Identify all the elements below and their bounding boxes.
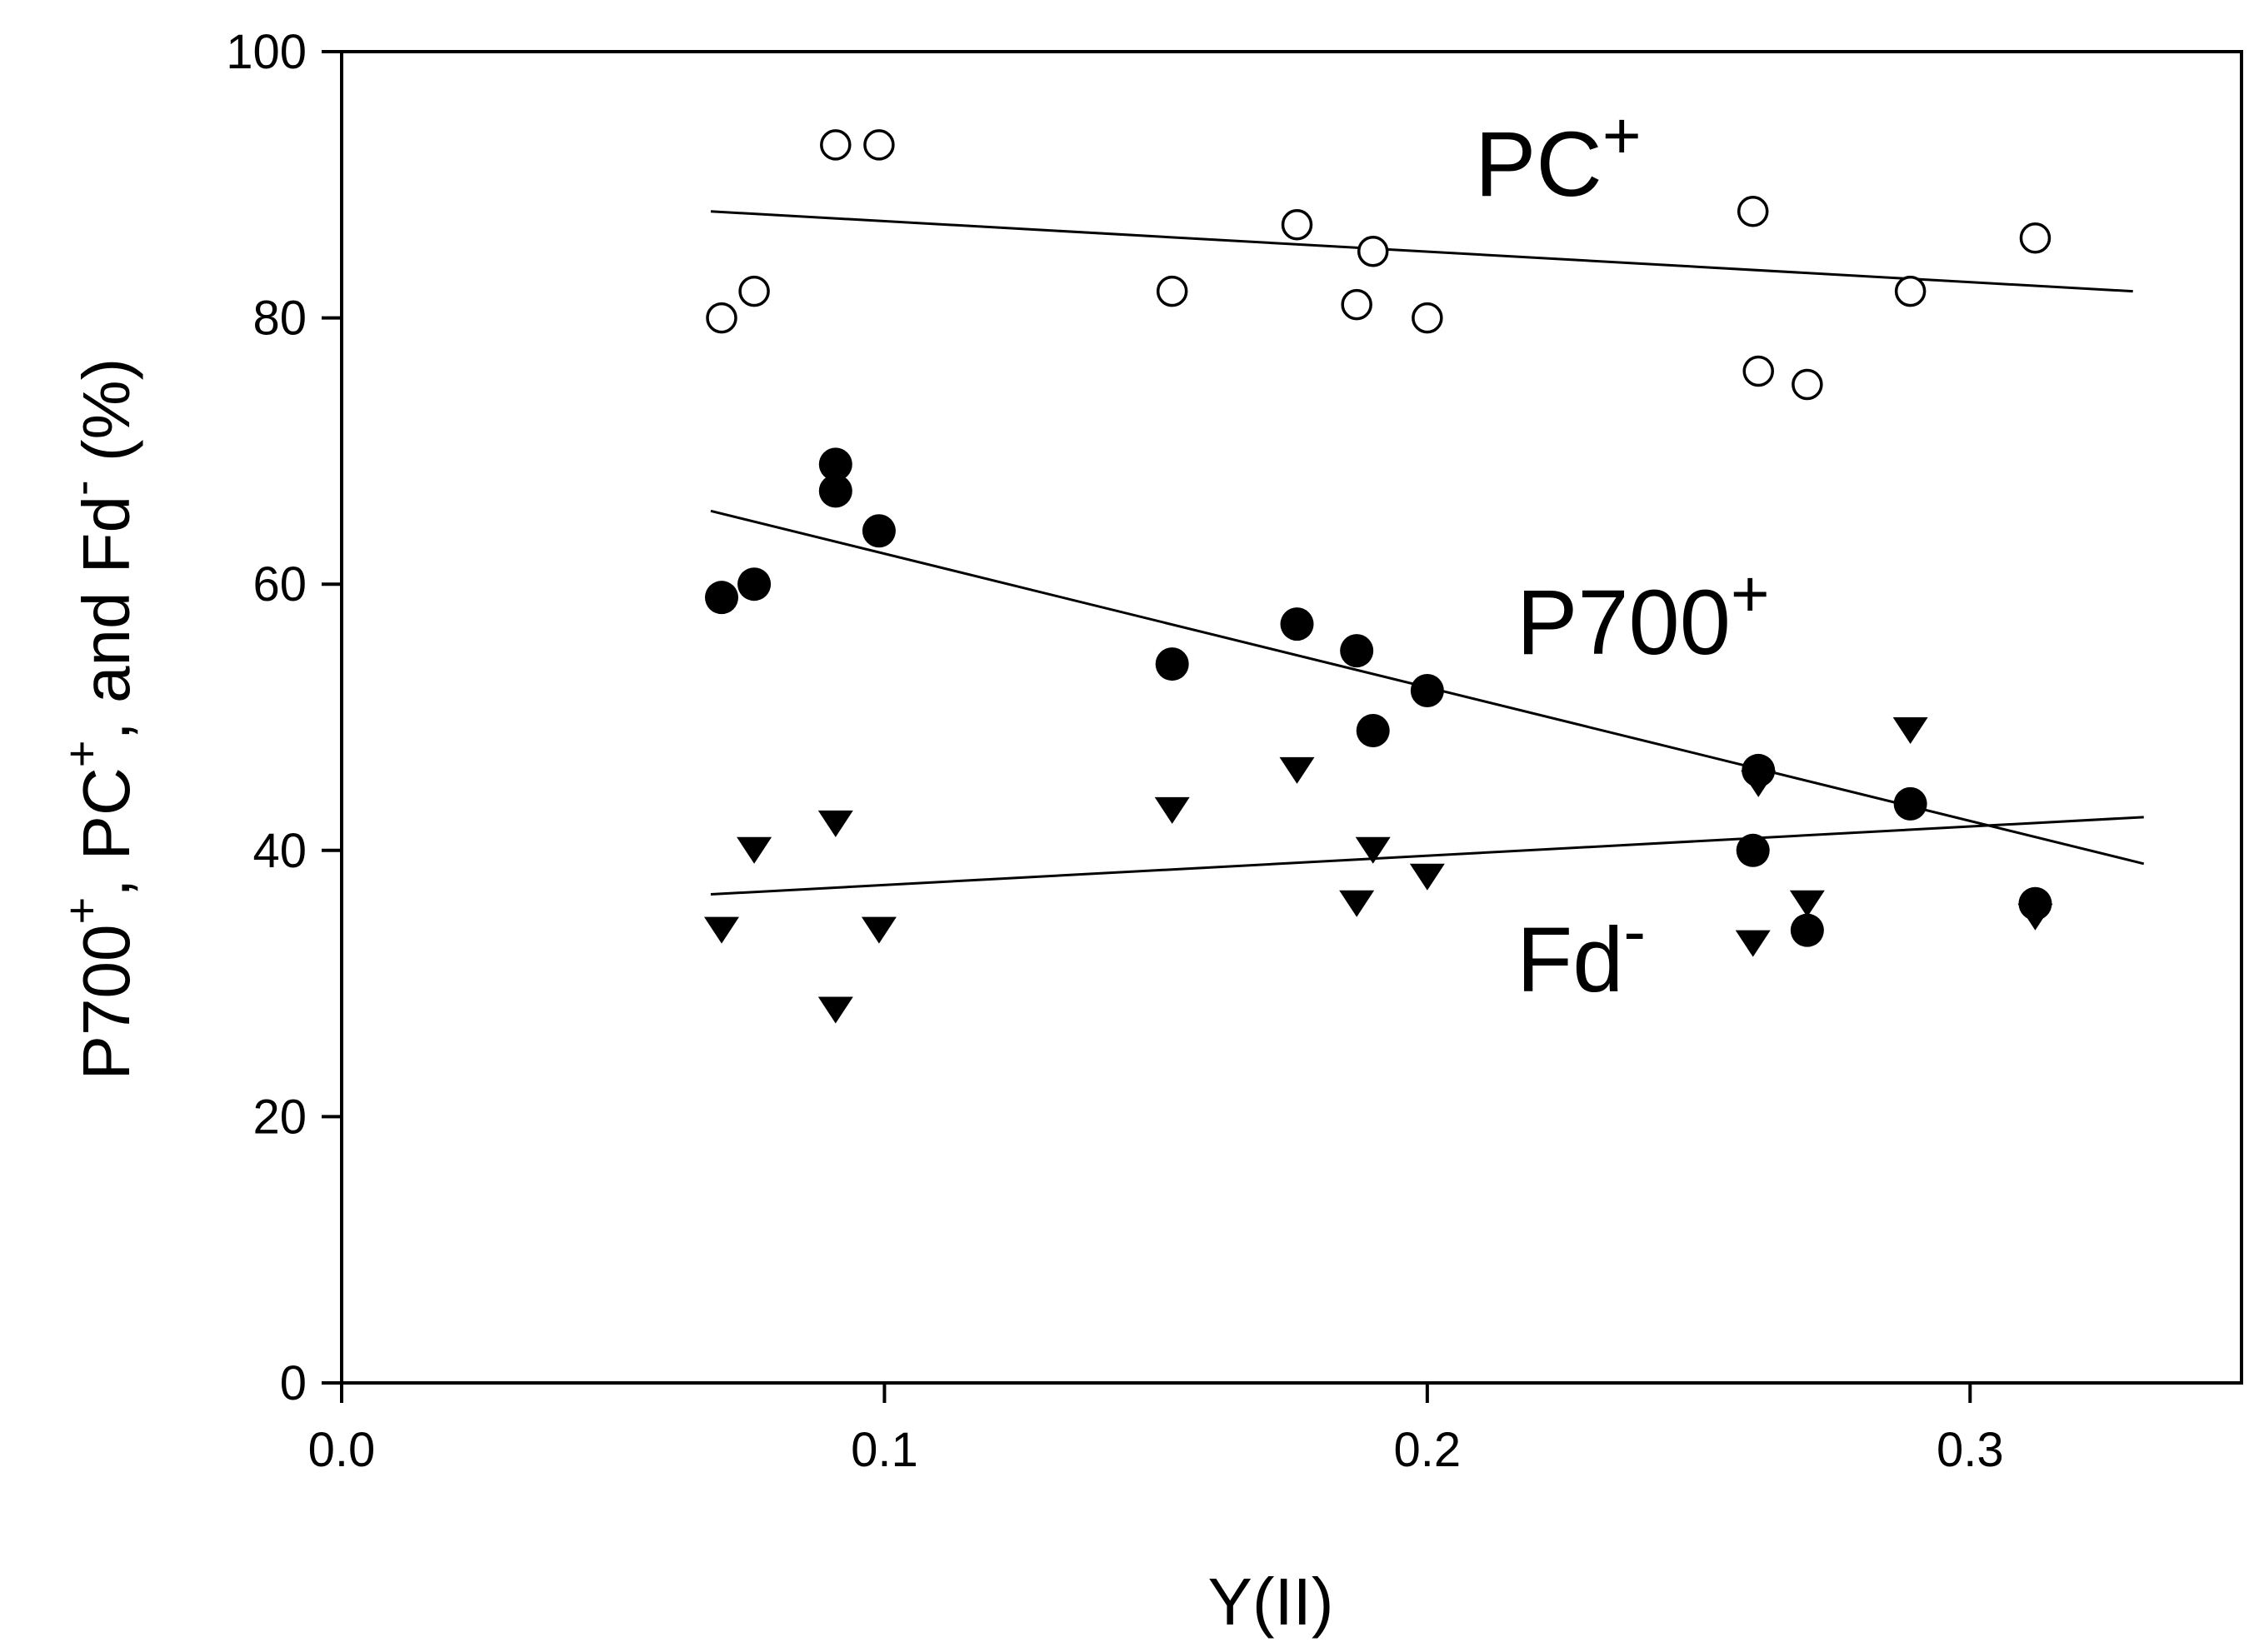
point-p700: [1280, 607, 1314, 641]
point-p700: [818, 447, 852, 482]
point-fd: [1735, 930, 1771, 957]
plot-frame: [340, 50, 2243, 1385]
point-pc: [1341, 288, 1372, 321]
x-tick-label: 0.2: [1394, 1423, 1462, 1477]
y-tick-label: 80: [252, 292, 307, 346]
series-label-pc: PC+: [1475, 98, 1642, 216]
point-pc: [1737, 196, 1769, 227]
y-tick-label: 0: [280, 1356, 307, 1410]
y-tick-label: 20: [252, 1090, 307, 1144]
point-fd: [817, 810, 853, 837]
fit-line-fd: [710, 816, 2144, 896]
point-p700: [737, 567, 772, 601]
data-points: [704, 129, 2053, 1024]
point-p700: [1410, 674, 1444, 708]
point-pc: [1281, 208, 1313, 241]
point-p700: [1155, 647, 1189, 681]
point-p700: [1893, 786, 1927, 821]
series-label-fd: Fd-: [1517, 894, 1646, 1011]
point-fd: [1741, 770, 1777, 797]
point-fd: [817, 996, 853, 1024]
point-fd: [2017, 903, 2053, 931]
y-tick-label: 100: [226, 25, 307, 79]
point-pc: [2019, 222, 2052, 254]
point-pc: [1742, 355, 1774, 387]
series-label-p700: P700+: [1517, 556, 1770, 674]
point-pc: [1412, 302, 1443, 334]
point-pc: [820, 129, 852, 161]
point-fd: [1339, 890, 1375, 917]
point-fd: [1409, 863, 1445, 891]
point-fd: [1279, 756, 1315, 784]
x-tick-label: 0.3: [1937, 1423, 2004, 1477]
point-fd: [1355, 836, 1391, 864]
point-pc: [738, 275, 770, 307]
x-axis-title: Y(II): [1207, 1565, 1333, 1639]
point-p700: [705, 581, 738, 615]
x-tick-label: 0.1: [851, 1423, 918, 1477]
y-axis-ticks: 0 20 40 60 80 100: [226, 25, 342, 1410]
point-pc: [1357, 235, 1389, 267]
y-axis-title: P700+, PC+, and Fd- (%): [55, 358, 143, 1081]
point-pc: [1156, 275, 1188, 307]
point-p700: [818, 474, 852, 508]
y-tick-label: 40: [252, 824, 307, 878]
point-p700: [1736, 833, 1770, 867]
point-p700: [1356, 713, 1390, 747]
point-fd: [1892, 716, 1928, 744]
point-fd: [861, 916, 897, 944]
point-fd: [1154, 796, 1190, 824]
fit-line-pc: [710, 210, 2133, 293]
point-pc: [1894, 275, 1927, 307]
point-pc: [863, 129, 895, 161]
point-pc: [706, 302, 737, 334]
point-p700: [862, 514, 896, 548]
point-fd: [1789, 890, 1825, 917]
point-fd: [704, 916, 739, 944]
point-p700: [1340, 634, 1374, 668]
y-tick-label: 60: [252, 557, 307, 611]
x-tick-label: 0.0: [308, 1423, 376, 1477]
point-fd: [737, 836, 772, 864]
point-pc: [1792, 368, 1823, 401]
x-axis-ticks: 0.0 0.1 0.2 0.3: [308, 1383, 2004, 1477]
point-p700: [1790, 913, 1824, 947]
